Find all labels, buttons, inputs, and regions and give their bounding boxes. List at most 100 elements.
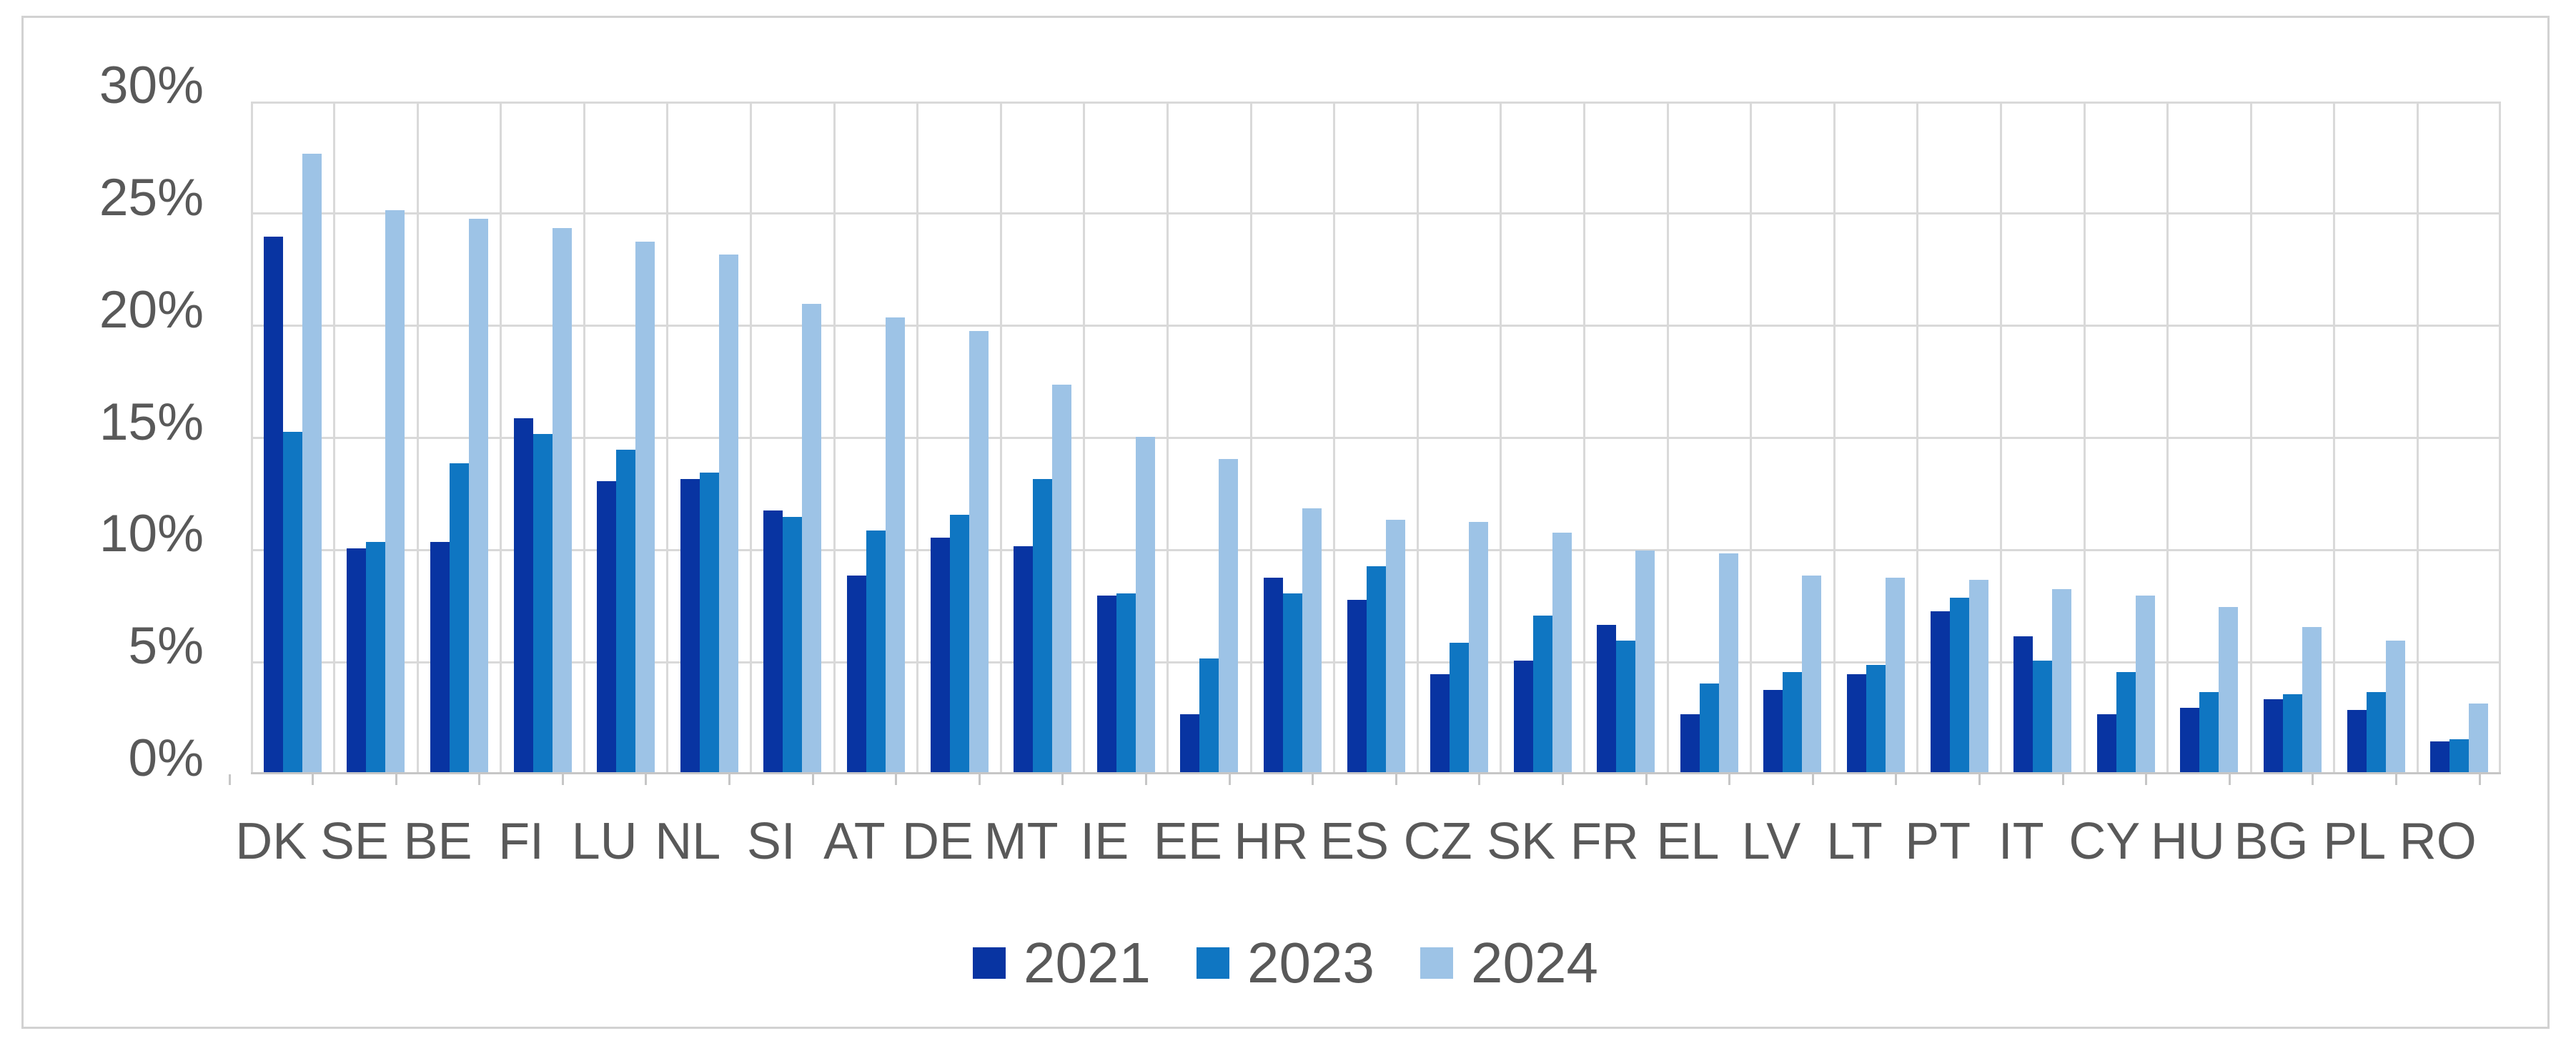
bar-2021-nl	[680, 479, 700, 773]
legend-item-2021: 2021	[973, 934, 1151, 992]
y-tick-label-25pct: 25%	[99, 168, 204, 227]
x-category-label-ee: EE	[1153, 813, 1222, 870]
bar-2021-ie	[1096, 596, 1116, 773]
bar-2024-ie	[1135, 436, 1155, 773]
bar-2023-hr	[1282, 593, 1302, 773]
bar-2023-fr	[1616, 640, 1636, 773]
v-gridline	[1249, 102, 1252, 774]
legend-label-2021: 2021	[1024, 931, 1151, 995]
bar-2024-es	[1385, 519, 1405, 773]
bar-2024-pt	[1968, 580, 1988, 773]
v-gridline	[583, 102, 585, 774]
x-axis-tick	[312, 774, 314, 785]
bar-2023-at	[866, 531, 886, 773]
x-category-label-it: IT	[1998, 813, 2044, 870]
legend-label-2024: 2024	[1470, 931, 1598, 995]
bar-2021-cy	[2096, 714, 2116, 773]
x-axis-tick	[2061, 774, 2064, 785]
bar-2021-fr	[1597, 624, 1617, 773]
x-category-label-ro: RO	[2399, 813, 2477, 870]
bar-2024-be	[468, 219, 488, 773]
legend-item-2024: 2024	[1420, 934, 1598, 992]
chart-figure: 30% 25% 20% 15% 10% 5% 0% DK SE BE FI LU NL SI AT DE MT…	[21, 16, 2550, 1029]
bar-2024-ro	[2469, 703, 2489, 773]
v-gridline	[1416, 102, 1419, 774]
x-axis-tick	[395, 774, 397, 785]
bar-2024-ee	[1219, 458, 1239, 773]
x-axis-tick	[2478, 774, 2481, 785]
x-category-label-sk: SK	[1487, 813, 1556, 870]
x-category-label-el: EL	[1656, 813, 1720, 870]
v-gridline	[833, 102, 836, 774]
bar-2024-fi	[552, 227, 572, 773]
bar-2023-de	[949, 515, 969, 773]
x-axis-tick	[2394, 774, 2397, 785]
bar-2021-lv	[1763, 689, 1783, 773]
bar-2024-hu	[2219, 606, 2239, 773]
x-axis-tick	[2145, 774, 2148, 785]
bar-2021-be	[430, 541, 450, 773]
legend-label-2023: 2023	[1247, 931, 1374, 995]
x-category-label-at: AT	[823, 813, 886, 870]
v-gridline	[1582, 102, 1585, 774]
x-axis-tick	[2312, 774, 2314, 785]
bar-2021-el	[1680, 714, 1700, 773]
x-category-label-pl: PL	[2323, 813, 2387, 870]
x-axis-tick	[478, 774, 481, 785]
y-tick-label-20pct: 20%	[99, 280, 204, 339]
bar-2021-si	[763, 510, 783, 773]
y-tick-label-0pct: 0%	[128, 729, 204, 787]
x-category-label-nl: NL	[655, 813, 721, 870]
v-gridline	[333, 102, 336, 774]
x-axis-tick	[1895, 774, 1898, 785]
bar-2024-de	[969, 331, 989, 773]
v-gridline	[666, 102, 669, 774]
bar-2023-lt	[1866, 665, 1886, 773]
bar-2024-hr	[1302, 508, 1322, 773]
x-category-label-hr: HR	[1234, 813, 1309, 870]
bar-2021-hu	[2180, 708, 2200, 773]
x-axis-tick	[978, 774, 981, 785]
bar-2021-mt	[1014, 546, 1034, 773]
x-category-label-fi: FI	[498, 813, 545, 870]
v-gridline	[1916, 102, 1919, 774]
x-category-label-mt: MT	[984, 813, 1059, 870]
bar-2021-fi	[513, 418, 533, 773]
x-axis-tick	[561, 774, 564, 785]
bar-2021-it	[2013, 636, 2033, 773]
bar-2023-ee	[1199, 658, 1219, 773]
bar-2021-bg	[2264, 699, 2284, 773]
bar-2024-cz	[1469, 521, 1489, 773]
bar-2024-it	[2052, 588, 2072, 773]
x-category-label-de: DE	[902, 813, 974, 870]
v-gridline	[2416, 102, 2419, 774]
bar-2023-se	[366, 541, 386, 773]
bar-2023-si	[783, 517, 803, 773]
x-axis-tick	[1478, 774, 1481, 785]
v-gridline	[916, 102, 919, 774]
x-category-label-fr: FR	[1570, 813, 1639, 870]
x-category-label-se: SE	[319, 813, 389, 870]
x-category-label-hu: HU	[2150, 813, 2225, 870]
bar-2024-at	[885, 317, 905, 773]
bar-2023-mt	[1033, 479, 1053, 773]
x-axis-tick	[811, 774, 814, 785]
x-axis-tick	[1561, 774, 1564, 785]
bar-2024-lt	[1886, 578, 1906, 773]
h-gridline	[251, 548, 2501, 551]
v-gridline	[1166, 102, 1169, 774]
bar-2023-it	[2033, 661, 2053, 773]
bar-2023-cy	[2116, 671, 2136, 773]
v-gridline	[416, 102, 419, 774]
bar-2024-fr	[1635, 551, 1655, 773]
h-gridline	[251, 437, 2501, 439]
v-gridline	[2333, 102, 2336, 774]
legend-swatch-2024	[1420, 947, 1453, 979]
bar-2021-pt	[1930, 611, 1950, 773]
v-gridline	[2249, 102, 2252, 774]
bar-2024-mt	[1052, 385, 1072, 773]
v-gridline	[1500, 102, 1502, 774]
v-gridline	[1833, 102, 1836, 774]
bar-2023-ro	[2449, 739, 2470, 773]
x-category-label-si: SI	[746, 813, 796, 870]
